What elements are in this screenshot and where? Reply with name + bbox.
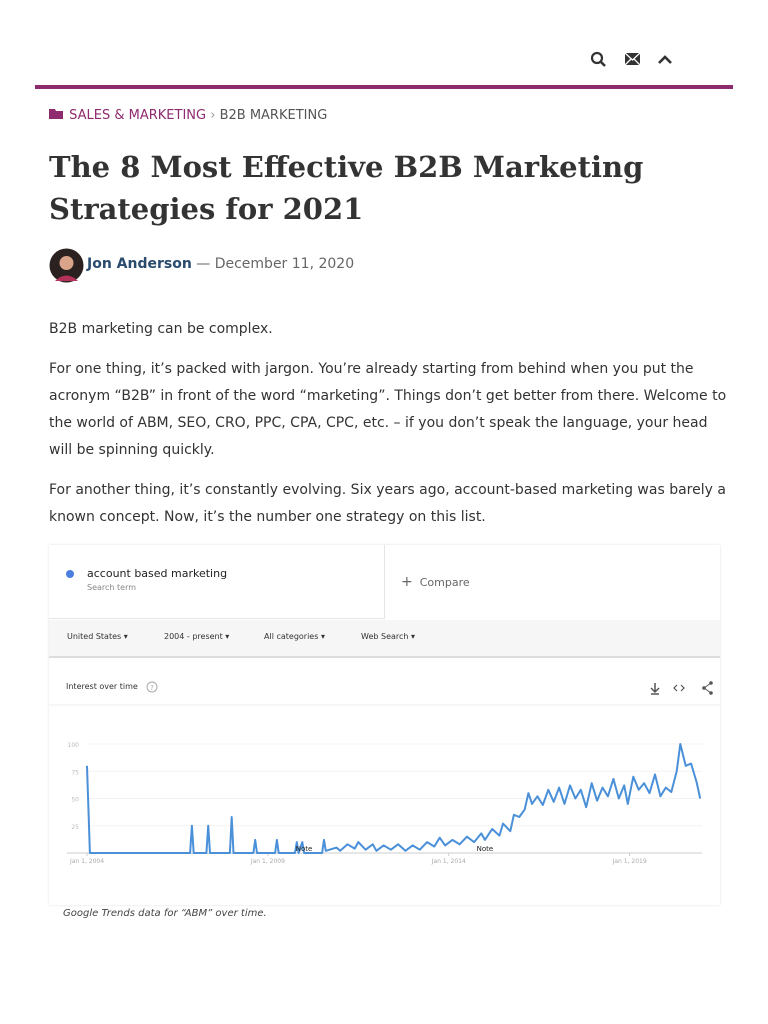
- breadcrumb-separator: ›: [210, 108, 216, 123]
- x-tick-label: Jan 1, 2009: [250, 858, 285, 865]
- filter-region[interactable]: United States ▾: [67, 632, 128, 641]
- author-avatar: [49, 248, 84, 283]
- y-tick-label: 50: [71, 797, 79, 804]
- filter-bar: United States ▾ 2004 - present ▾ All cat…: [49, 620, 720, 658]
- header-icons: [590, 51, 672, 67]
- image-caption: Google Trends data for “ABM” over time.: [63, 908, 267, 919]
- search-icon[interactable]: [590, 51, 606, 67]
- paragraph: B2B marketing can be complex.: [49, 321, 273, 337]
- term-dot: [66, 570, 74, 578]
- breadcrumb-category[interactable]: SALES & MARKETING: [69, 108, 207, 123]
- compare-label: Compare: [419, 576, 470, 589]
- embed-icon[interactable]: [673, 684, 685, 692]
- y-tick-label: 25: [71, 824, 79, 831]
- x-tick-label: Jan 1, 2004: [69, 858, 104, 865]
- chart-title: Interest over time: [66, 682, 138, 691]
- download-icon[interactable]: [650, 683, 660, 695]
- compare-button[interactable]: + Compare: [401, 574, 470, 590]
- filter-search-type[interactable]: Web Search ▾: [361, 632, 416, 641]
- filter-label: All categories: [264, 632, 319, 641]
- y-tick-label: 100: [68, 742, 80, 749]
- help-icon[interactable]: ?: [146, 681, 158, 693]
- y-tick-label: 75: [71, 769, 79, 776]
- filter-time[interactable]: 2004 - present ▾: [164, 632, 230, 641]
- plus-icon: +: [401, 574, 413, 590]
- filter-label: Web Search: [361, 632, 409, 641]
- trend-line: [86, 743, 702, 854]
- filter-label: 2004 - present: [164, 632, 223, 641]
- filter-category[interactable]: All categories ▾: [264, 632, 325, 641]
- mail-icon[interactable]: [624, 52, 641, 66]
- folder-icon: [49, 109, 63, 119]
- header-rule: [35, 85, 733, 89]
- trends-widget: account based marketing Search term + Co…: [49, 545, 720, 905]
- search-term: account based marketing: [87, 567, 228, 580]
- paragraph: For one thing, it’s packed with jargon. …: [49, 361, 727, 458]
- interest-chart: Interest over time ? 25 50 75 100 Jan 1, 200…: [49, 681, 720, 865]
- article-title: The 8 Most Effective B2B Marketing Strat…: [49, 150, 644, 226]
- search-term-label: Search term: [87, 583, 137, 592]
- annotation: Note: [296, 845, 313, 853]
- x-tick-label: Jan 1, 2019: [612, 858, 647, 865]
- author-name[interactable]: Jon Anderson: [87, 256, 192, 272]
- scroll-up-icon[interactable]: [658, 55, 672, 64]
- publish-date: — December 11, 2020: [196, 256, 355, 272]
- paragraph: For another thing, it’s constantly evolv…: [49, 482, 726, 525]
- filter-label: United States: [67, 632, 122, 641]
- x-tick-label: Jan 1, 2014: [431, 858, 466, 865]
- breadcrumb: SALES & MARKETING › B2B MARKETING: [49, 108, 327, 123]
- breadcrumb-subcategory[interactable]: B2B MARKETING: [219, 108, 328, 123]
- share-icon[interactable]: [702, 681, 713, 695]
- help-mark: ?: [150, 684, 154, 692]
- article-meta: Jon Anderson — December 11, 2020: [87, 256, 354, 272]
- search-term-card[interactable]: account based marketing Search term: [49, 545, 385, 619]
- annotation: Note: [477, 845, 494, 853]
